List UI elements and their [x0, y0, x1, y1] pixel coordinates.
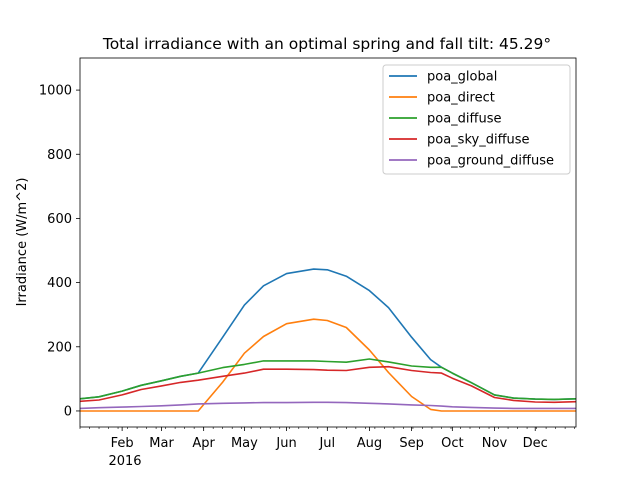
x-axis: Feb Mar Apr May Jun Jul Aug Sep Oct Nov Dec	[79, 427, 575, 451]
x-tick-label: Nov	[482, 436, 508, 451]
y-axis-label: Irradiance (W/m^2)	[15, 178, 30, 307]
legend: poa_global poa_direct poa_diffuse poa_sky_d…	[382, 64, 571, 175]
x-tick-label: Aug	[357, 436, 382, 451]
legend-label: poa_global	[427, 70, 497, 85]
x-tick-label: Mar	[149, 436, 174, 451]
legend-label: poa_sky_diffuse	[427, 133, 530, 148]
series-layer	[79, 268, 577, 412]
x-tick-label: Apr	[192, 436, 215, 451]
x-year-label: 2016	[108, 454, 141, 469]
y-tick-label: 600	[47, 212, 72, 227]
y-tick-label: 0	[64, 404, 72, 419]
legend-label: poa_diffuse	[427, 112, 502, 127]
series-line-poa-sky-diffuse	[79, 365, 577, 404]
chart-title: Total irradiance with an optimal spring …	[102, 35, 551, 53]
legend-box	[382, 64, 571, 175]
x-tick-label: Jul	[318, 436, 335, 451]
x-tick-label: Jun	[275, 436, 296, 451]
series-line-poa-diffuse	[79, 358, 577, 401]
x-tick-label: Sep	[399, 436, 424, 451]
plot-frame	[79, 57, 577, 428]
x-tick-label: May	[231, 436, 258, 451]
x-tick-label: Dec	[523, 436, 548, 451]
legend-items: poa_global poa_direct poa_diffuse poa_sky_d…	[389, 70, 554, 169]
y-tick-label: 400	[47, 276, 72, 291]
legend-label: poa_direct	[427, 91, 495, 106]
legend-label: poa_ground_diffuse	[427, 154, 554, 169]
series-line-poa-direct	[80, 318, 576, 412]
x-tick-label: Oct	[441, 436, 463, 451]
y-tick-label: 200	[47, 340, 72, 355]
y-axis: 0 200 400 600 800 1000	[39, 84, 80, 419]
y-tick-label: 1000	[39, 84, 72, 99]
series-line-poa-ground-diffuse	[79, 401, 576, 410]
y-tick-label: 800	[47, 148, 72, 163]
x-tick-label: Feb	[111, 436, 134, 451]
